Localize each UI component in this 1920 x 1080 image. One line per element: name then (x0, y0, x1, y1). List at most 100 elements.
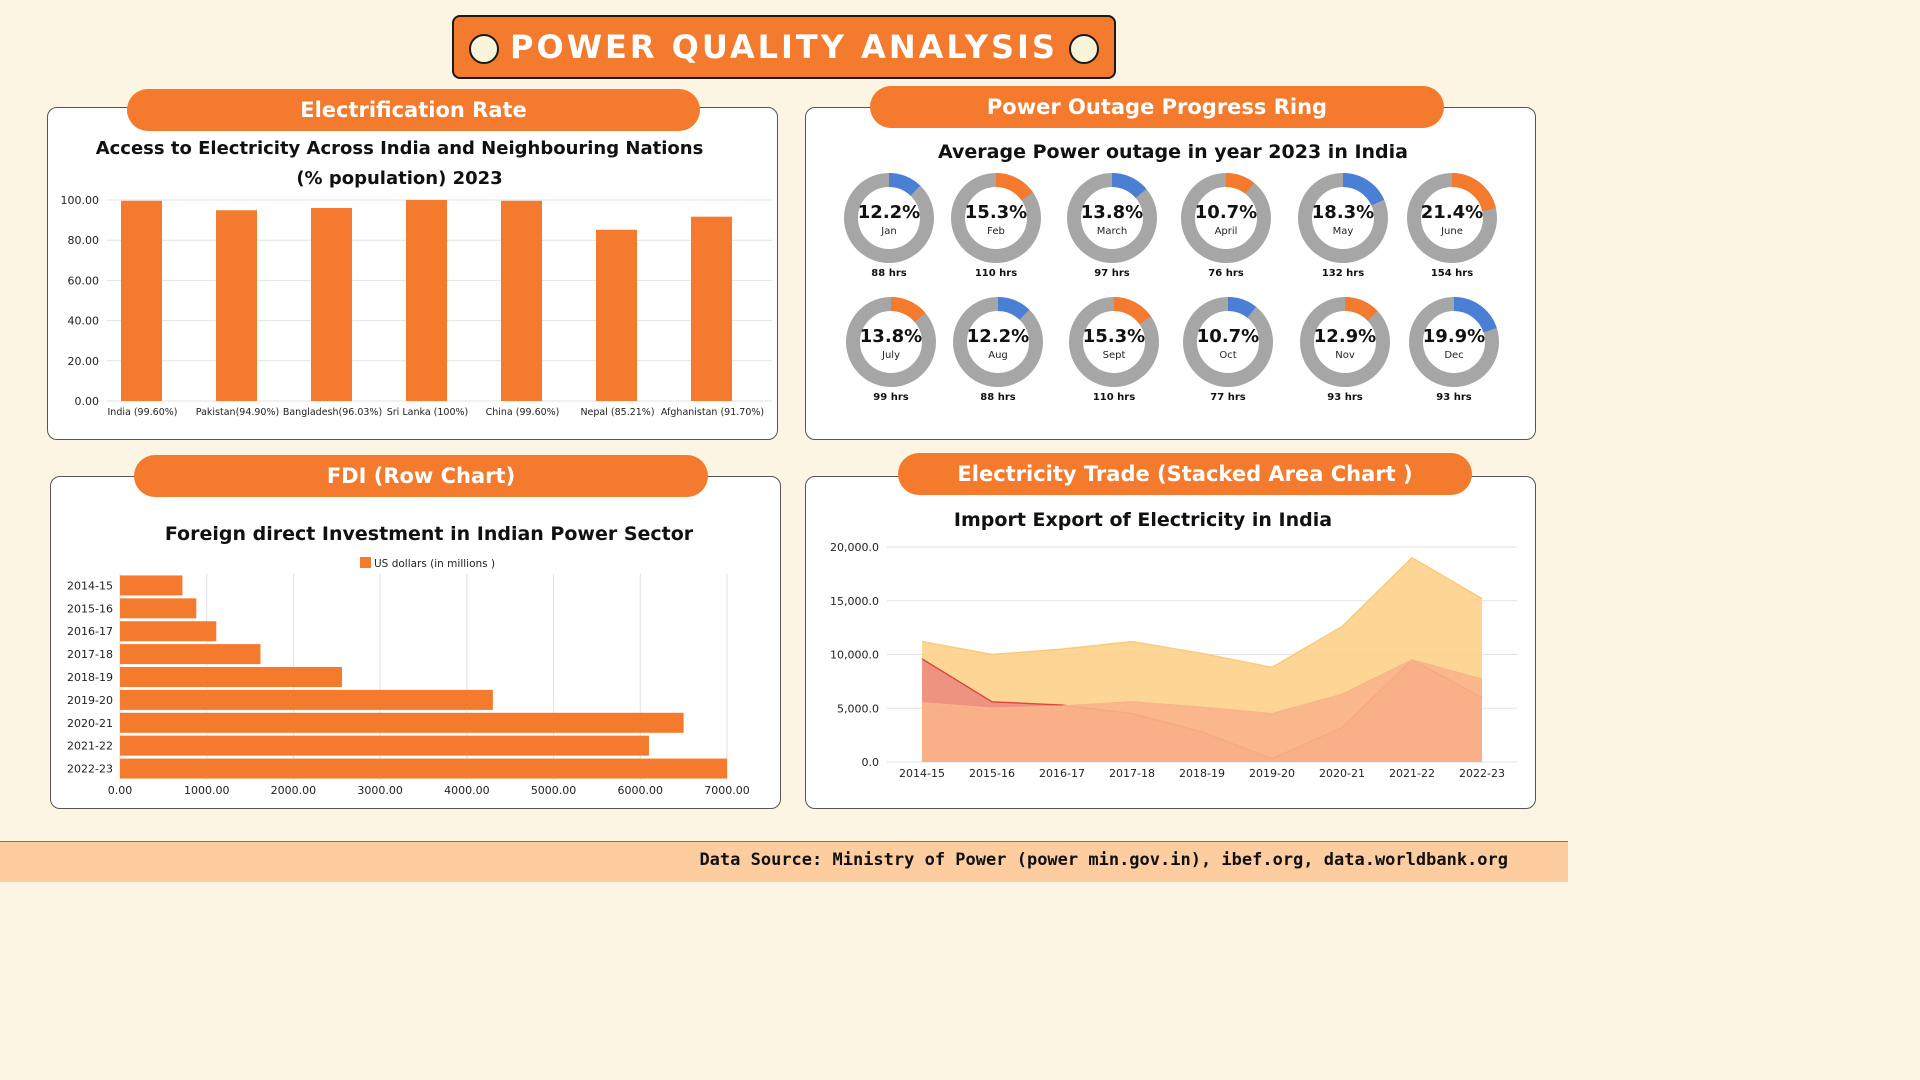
ring-graphic (1181, 173, 1271, 263)
ring-progress-arc (1183, 297, 1273, 387)
y-tick-label: 0.00 (75, 395, 100, 408)
bar (120, 575, 183, 596)
x-tick-label: 2018-19 (1179, 767, 1225, 780)
legend-label: US dollars (in millions ) (374, 558, 495, 570)
x-tick-label: 2000.00 (271, 784, 317, 797)
fdi-chart-title: Foreign direct Investment in Indian Powe… (164, 523, 694, 545)
x-tick-label: 2020-21 (1319, 767, 1365, 780)
bar (120, 758, 727, 779)
y-tick-label: 0.0 (862, 756, 880, 769)
ring-percent: 10.7% (1194, 202, 1258, 223)
x-tick-label: 7000.00 (704, 784, 750, 797)
outage-ring: 13.8% July 99 hrs (845, 296, 937, 403)
ring-progress-arc (1407, 173, 1497, 263)
ring-percent: 13.8% (859, 326, 923, 347)
x-tick-label: Afghanistan (91.70%) (661, 407, 764, 418)
ring-progress-arc (1069, 297, 1159, 387)
ring-percent: 12.9% (1313, 326, 1377, 347)
outage-ring: 18.3% May 132 hrs (1297, 172, 1389, 279)
decorative-dot (1069, 34, 1099, 64)
ring-progress-arc (1300, 297, 1390, 387)
legend-swatch (360, 557, 371, 568)
ring-graphic (1407, 173, 1497, 263)
outage-panel (805, 107, 1536, 440)
bar (216, 210, 257, 401)
ring-progress-arc (1409, 297, 1499, 387)
outage-pill: Power Outage Progress Ring (870, 86, 1444, 128)
ring-hours: 93 hrs (1436, 392, 1472, 403)
electrification-pill: Electrification Rate (127, 89, 700, 131)
y-tick-label: 2016-17 (67, 625, 113, 638)
bar (120, 735, 649, 756)
outage-ring: 15.3% Feb 110 hrs (950, 172, 1042, 279)
footer: Data Source: Ministry of Power (power mi… (0, 841, 1568, 882)
fdi-pill: FDI (Row Chart) (134, 455, 708, 497)
ring-progress-arc (953, 297, 1043, 387)
title-banner: POWER QUALITY ANALYSIS (452, 15, 1116, 79)
ring-month: Jan (881, 226, 897, 237)
x-tick-label: 2015-16 (969, 767, 1015, 780)
ring-hours: 99 hrs (873, 392, 909, 403)
ring-percent: 13.8% (1080, 202, 1144, 223)
bar (501, 200, 542, 401)
y-tick-label: 5,000.0 (837, 702, 879, 715)
ring-graphic (1067, 173, 1157, 263)
outage-ring: 10.7% Oct 77 hrs (1182, 296, 1274, 403)
y-tick-label: 10,000.0 (830, 649, 879, 662)
ring-month: Dec (1444, 350, 1464, 361)
y-tick-label: 20.00 (68, 355, 100, 368)
electrification-bar-chart: 0.00 20.00 40.00 60.00 80.00 100.00 India (99.… (61, 194, 772, 418)
y-tick-label: 40.00 (68, 315, 100, 328)
outage-ring: 12.2% Aug 88 hrs (952, 296, 1044, 403)
x-tick-label: 2016-17 (1039, 767, 1085, 780)
trade-chart-title: Import Export of Electricity in India (953, 509, 1333, 531)
y-tick-label: 2014-15 (67, 579, 113, 592)
ring-percent: 15.3% (1082, 326, 1146, 347)
x-tick-label: 2021-22 (1389, 767, 1435, 780)
y-tick-label: 20,000.0 (830, 541, 879, 554)
fdi-row-chart: US dollars (in millions ) 0.00 1000.00 2000… (67, 557, 750, 797)
y-tick-label: 2015-16 (67, 602, 113, 615)
x-tick-label: 2019-20 (1249, 767, 1295, 780)
electrification-title-line2: (% population) 2023 (296, 168, 503, 189)
bar (120, 598, 197, 619)
bar (120, 621, 217, 642)
ring-hours: 154 hrs (1430, 268, 1474, 279)
ring-month: Sept (1102, 350, 1126, 361)
y-tick-label: 100.00 (61, 194, 100, 207)
ring-hours: 93 hrs (1327, 392, 1363, 403)
ring-progress-arc (1067, 173, 1157, 263)
ring-graphic (844, 173, 934, 263)
ring-hours: 110 hrs (974, 268, 1018, 279)
bar (596, 229, 637, 401)
x-tick-label: Bangladesh(96.03%) (283, 407, 382, 418)
bar (120, 667, 342, 687)
x-tick-label: China (99.60%) (486, 407, 560, 418)
bar (311, 207, 352, 401)
x-tick-label: Pakistan(94.90%) (196, 407, 279, 418)
ring-month: May (1332, 226, 1354, 237)
x-tick-label: 3000.00 (357, 784, 403, 797)
ring-graphic (1183, 297, 1273, 387)
ring-hours: 97 hrs (1094, 268, 1130, 279)
ring-graphic (846, 297, 936, 387)
ring-graphic (1069, 297, 1159, 387)
ring-hours: 88 hrs (871, 268, 907, 279)
ring-percent: 18.3% (1311, 202, 1375, 223)
x-tick-label: 2017-18 (1109, 767, 1155, 780)
ring-month: July (882, 350, 900, 361)
y-tick-label: 80.00 (68, 234, 100, 247)
bar (120, 689, 493, 710)
bar (121, 200, 162, 401)
ring-progress-arc (1298, 173, 1388, 263)
y-tick-label: 15,000.0 (830, 595, 879, 608)
ring-graphic (1298, 173, 1388, 263)
x-tick-label: 1000.00 (184, 784, 230, 797)
ring-percent: 21.4% (1420, 202, 1484, 223)
area-series-line (921, 659, 1483, 715)
x-tick-label: 0.00 (108, 784, 133, 797)
y-tick-label: 2019-20 (67, 694, 113, 707)
ring-month: June (1441, 226, 1463, 237)
ring-percent: 10.7% (1196, 326, 1260, 347)
bar (406, 200, 447, 401)
